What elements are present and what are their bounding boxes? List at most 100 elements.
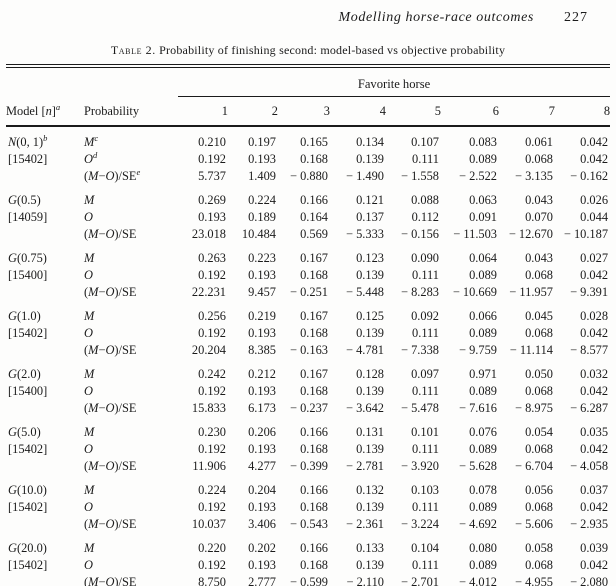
value-cell: 0.133 bbox=[356, 541, 384, 555]
model-group: G(2.0) M 0.242 0.212 0.167 0.128 0.097 0.971 0.0… bbox=[6, 359, 610, 417]
table-row: [14059] O 0.193 0.189 0.164 0.137 0.112 0.091 0.… bbox=[6, 209, 610, 226]
value-cell: 23.018 bbox=[191, 227, 226, 241]
value-cell: 0.168 bbox=[300, 384, 328, 398]
sample-size-label: [15402] bbox=[8, 558, 48, 572]
value-cell: 0.050 bbox=[525, 367, 553, 381]
value-cell: 0.193 bbox=[248, 384, 276, 398]
value-cell: 0.042 bbox=[580, 384, 609, 398]
favorite-horse-header: Favorite horse bbox=[178, 66, 611, 97]
value-cell: 0.078 bbox=[469, 483, 497, 497]
value-cell: 0.971 bbox=[469, 367, 497, 381]
value-cell: 0.064 bbox=[469, 251, 497, 265]
value-cell: 0.256 bbox=[198, 309, 226, 323]
model-group: N(0, 1)b Mc 0.210 0.197 0.165 0.134 0.107 0.083… bbox=[6, 126, 610, 185]
probability-row-label: O bbox=[84, 384, 93, 398]
value-cell: − 3.224 bbox=[401, 517, 439, 531]
value-cell: 0.134 bbox=[356, 135, 384, 149]
table-row: G(10.0) M 0.224 0.204 0.166 0.132 0.103 0.078 0.… bbox=[6, 475, 610, 499]
value-cell: 0.068 bbox=[525, 268, 553, 282]
value-cell: 0.037 bbox=[580, 483, 609, 497]
value-cell: 0.192 bbox=[198, 384, 226, 398]
value-cell: 0.028 bbox=[580, 309, 609, 323]
table-row: G(1.0) M 0.256 0.219 0.167 0.125 0.092 0.066 0.0… bbox=[6, 301, 610, 325]
probability-column-header: Probability bbox=[84, 96, 178, 127]
probability-row-label: M bbox=[84, 193, 95, 207]
value-cell: 0.128 bbox=[356, 367, 384, 381]
value-cell: − 0.156 bbox=[401, 227, 439, 241]
value-cell: 0.035 bbox=[580, 425, 609, 439]
value-cell: 0.192 bbox=[198, 558, 226, 572]
value-cell: 0.092 bbox=[411, 309, 439, 323]
value-cell: − 4.012 bbox=[459, 575, 497, 586]
empty-cell bbox=[6, 226, 84, 243]
table-row: [15402] O 0.192 0.193 0.168 0.139 0.111 0.089 0.… bbox=[6, 499, 610, 516]
value-cell: 8.385 bbox=[248, 343, 276, 357]
value-cell: 0.569 bbox=[300, 227, 328, 241]
table-row: [15402] Od 0.192 0.193 0.168 0.139 0.111 0.089 0… bbox=[6, 151, 610, 168]
value-cell: 0.089 bbox=[469, 558, 497, 572]
value-cell: − 9.391 bbox=[570, 285, 609, 299]
value-cell: − 5.478 bbox=[401, 401, 439, 415]
model-label: G(0.5) bbox=[8, 193, 41, 207]
value-cell: 0.089 bbox=[469, 384, 497, 398]
value-cell: 0.068 bbox=[525, 500, 553, 514]
value-cell: − 10.669 bbox=[452, 285, 497, 299]
value-cell: 0.089 bbox=[469, 268, 497, 282]
value-cell: 0.101 bbox=[411, 425, 439, 439]
horse-column-header: 2 bbox=[228, 96, 278, 127]
value-cell: − 0.599 bbox=[290, 575, 328, 586]
value-cell: 0.204 bbox=[248, 483, 276, 497]
value-cell: 9.457 bbox=[248, 285, 276, 299]
value-cell: 0.076 bbox=[469, 425, 497, 439]
table-row: G(0.75) M 0.263 0.223 0.167 0.123 0.090 0.064 0.… bbox=[6, 243, 610, 267]
value-cell: − 4.058 bbox=[570, 459, 609, 473]
value-cell: 0.242 bbox=[198, 367, 226, 381]
value-cell: 0.068 bbox=[525, 442, 553, 456]
value-cell: − 5.628 bbox=[459, 459, 497, 473]
table-caption-label: Table 2. bbox=[110, 43, 156, 57]
value-cell: 0.089 bbox=[469, 152, 497, 166]
probability-row-label: (M−O)/SE bbox=[84, 517, 137, 531]
probability-row-label: (M−O)/SEe bbox=[84, 166, 141, 183]
value-cell: 0.206 bbox=[248, 425, 276, 439]
sample-size-label: [14059] bbox=[8, 210, 48, 224]
table-caption-text: Probability of finishing second: model-b… bbox=[155, 43, 506, 57]
value-cell: 0.043 bbox=[525, 193, 553, 207]
value-cell: 0.058 bbox=[525, 541, 553, 555]
value-cell: 0.123 bbox=[356, 251, 384, 265]
empty-cell bbox=[6, 574, 84, 586]
value-cell: 0.063 bbox=[469, 193, 497, 207]
probability-row-label: O bbox=[84, 500, 93, 514]
value-cell: 0.111 bbox=[412, 442, 439, 456]
running-head: Modelling horse-race outcomes 227 bbox=[0, 0, 616, 26]
value-cell: − 2.110 bbox=[346, 575, 384, 586]
table-row: N(0, 1)b Mc 0.210 0.197 0.165 0.134 0.107 0.083… bbox=[6, 126, 610, 151]
value-cell: 0.042 bbox=[580, 500, 609, 514]
value-cell: 0.139 bbox=[356, 500, 384, 514]
value-cell: 0.192 bbox=[198, 326, 226, 340]
value-cell: 0.263 bbox=[198, 251, 226, 265]
value-cell: 8.750 bbox=[198, 575, 226, 586]
table-row: G(20.0) M 0.220 0.202 0.166 0.133 0.104 0.080 0.… bbox=[6, 533, 610, 557]
model-group: G(20.0) M 0.220 0.202 0.166 0.133 0.104 0.080 0.… bbox=[6, 533, 610, 586]
value-cell: 0.042 bbox=[580, 558, 609, 572]
value-cell: − 1.490 bbox=[346, 169, 384, 183]
value-cell: − 4.955 bbox=[515, 575, 553, 586]
value-cell: 0.088 bbox=[411, 193, 439, 207]
value-cell: 0.083 bbox=[469, 135, 497, 149]
model-label: G(20.0) bbox=[8, 541, 47, 555]
value-cell: 0.068 bbox=[525, 384, 553, 398]
value-cell: 0.039 bbox=[580, 541, 609, 555]
table-row: (M−O)/SE 20.204 8.385 − 0.163 − 4.781 − 7.338… bbox=[6, 342, 610, 359]
sample-size-label: [15402] bbox=[8, 500, 48, 514]
model-label: N(0, 1)b bbox=[8, 132, 48, 149]
model-header-var: n bbox=[45, 104, 52, 118]
probability-row-label: O bbox=[84, 558, 93, 572]
empty-cell bbox=[6, 342, 84, 359]
value-cell: 0.045 bbox=[525, 309, 553, 323]
value-cell: − 8.577 bbox=[570, 343, 609, 357]
value-cell: 0.089 bbox=[469, 326, 497, 340]
value-cell: 0.139 bbox=[356, 384, 384, 398]
